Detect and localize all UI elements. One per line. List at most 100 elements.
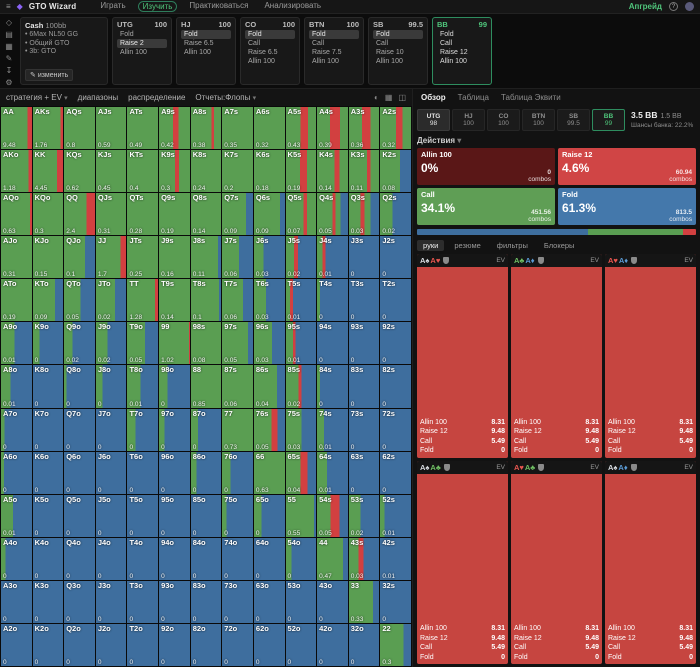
action-option-allin-100[interactable]: Allin 100: [184, 49, 211, 56]
hand-cell-Q8o[interactable]: Q8o 0: [64, 365, 95, 408]
hand-cell-95s[interactable]: 95s 0.01: [285, 322, 317, 365]
hand-cell-J3s[interactable]: J3s 0: [348, 236, 380, 279]
matrix-toolbar-item-1[interactable]: диапазоны: [77, 93, 119, 102]
hand-cell-T5s[interactable]: T5s 0.01: [285, 279, 317, 322]
action-option-allin-100[interactable]: Allin 100: [248, 58, 275, 65]
hand-cell-J9o[interactable]: J9o 0.02: [95, 322, 127, 365]
hand-cell-98s[interactable]: 98s 0.08: [190, 322, 222, 365]
hand-cell-Q4s[interactable]: Q4s 0.05: [317, 193, 348, 236]
hand-cell-85o[interactable]: 85o 0: [190, 494, 222, 537]
hand-cell-63o[interactable]: 63o 0: [253, 580, 285, 623]
hand-cell-Q5s[interactable]: Q5s 0.07: [285, 193, 317, 236]
hand-cell-75o[interactable]: 75o 0: [222, 494, 253, 537]
action-option-raise-6-5[interactable]: Raise 6.5: [248, 49, 278, 56]
hand-cell-64s[interactable]: 64s 0.01: [317, 451, 348, 494]
grid-icon[interactable]: ▦: [5, 42, 13, 51]
hand-cell-93s[interactable]: 93s 0: [348, 322, 380, 365]
hand-cell-76o[interactable]: 76o 0: [222, 451, 253, 494]
hand-cell-54s[interactable]: 54s 0.05: [317, 494, 348, 537]
settings-icon[interactable]: ⚙: [5, 78, 13, 87]
hand-cell-85s[interactable]: 85s 0.02: [285, 365, 317, 408]
hand-cell-J5o[interactable]: J5o 0: [95, 494, 127, 537]
hand-cell-53o[interactable]: 53o 0: [285, 580, 317, 623]
hand-cell-64o[interactable]: 64o 0: [253, 537, 285, 580]
action-option-raise-7-5[interactable]: Raise 7.5: [312, 49, 342, 56]
hand-cell-J6o[interactable]: J6o 0: [95, 451, 127, 494]
hand-cell-42s[interactable]: 42s 0.01: [380, 537, 411, 580]
action-option-fold[interactable]: Fold: [373, 30, 423, 39]
actions-header[interactable]: Действия ▾: [417, 136, 462, 145]
hand-cell-J8o[interactable]: J8o 0: [95, 365, 127, 408]
hand-cell-KJo[interactable]: KJo 0.15: [32, 236, 64, 279]
hand-cell-A6o[interactable]: A6o 0: [1, 451, 32, 494]
action-option-raise-6-5[interactable]: Raise 6.5: [184, 40, 214, 47]
hand-cell-J2o[interactable]: J2o 0: [95, 623, 127, 666]
hand-cell-72s[interactable]: 72s 0: [380, 408, 411, 451]
hand-cell-Q6s[interactable]: Q6s 0.09: [253, 193, 285, 236]
hand-cell-A3s[interactable]: A3s 0.36: [348, 107, 380, 150]
hand-cell-K2s[interactable]: K2s 0.08: [380, 150, 411, 193]
upgrade-button[interactable]: Апгрейд: [628, 2, 662, 11]
edit-button[interactable]: ✎ изменить: [25, 69, 74, 81]
hand-cell-J8s[interactable]: J8s 0.11: [190, 236, 222, 279]
hand-cell-T7o[interactable]: T7o 0: [127, 408, 159, 451]
action-option-call[interactable]: Call: [440, 40, 453, 47]
hand-cell-75s[interactable]: 75s 0.03: [285, 408, 317, 451]
hand-cell-93o[interactable]: 93o 0: [159, 580, 190, 623]
action-option-call[interactable]: Call: [248, 40, 261, 47]
action-option-raise-2[interactable]: Raise 2: [117, 39, 167, 48]
hand-cell-K5o[interactable]: K5o 0: [32, 494, 64, 537]
hand-cell-55[interactable]: 55 0.55: [285, 494, 317, 537]
hand-cell-T6o[interactable]: T6o 0: [127, 451, 159, 494]
hand-cell-J2s[interactable]: J2s 0: [380, 236, 411, 279]
hand-combo-card-2[interactable]: A♥ A♦ EV Allin 100 8.31 Raise 12 9.48 Call 5.49 F…: [605, 254, 696, 458]
hand-cell-77[interactable]: 77 0.73: [222, 408, 253, 451]
matrix-toolbar-item-2[interactable]: распределение: [128, 93, 186, 102]
hand-cell-J5s[interactable]: J5s 0.02: [285, 236, 317, 279]
strip-position-co[interactable]: CO 100: [487, 109, 520, 131]
action-option-fold[interactable]: Fold: [309, 30, 359, 39]
hand-cell-T2o[interactable]: T2o 0: [127, 623, 159, 666]
hand-cell-K3s[interactable]: K3s 0.11: [348, 150, 380, 193]
hand-tab-2[interactable]: фильтры: [496, 241, 528, 250]
action-option-allin-100[interactable]: Allin 100: [312, 58, 339, 65]
hand-cell-QTs[interactable]: QTs 0.28: [127, 193, 159, 236]
matrix-toolbar-item-0[interactable]: стратегия + EV ▾: [6, 93, 68, 102]
hand-cell-97o[interactable]: 97o 0: [159, 408, 190, 451]
hand-cell-Q4o[interactable]: Q4o 0: [64, 537, 95, 580]
hand-combo-card-3[interactable]: A♠ A♣ EV Allin 100 8.31 Raise 12 9.48 Call 5.49 F…: [417, 460, 508, 664]
hand-cell-A7s[interactable]: A7s 0.35: [222, 107, 253, 150]
hand-cell-Q2o[interactable]: Q2o 0: [64, 623, 95, 666]
hand-cell-T5o[interactable]: T5o 0: [127, 494, 159, 537]
strip-position-btn[interactable]: BTN 100: [522, 109, 555, 131]
hand-cell-82s[interactable]: 82s 0: [380, 365, 411, 408]
hand-cell-33[interactable]: 33 0.33: [348, 580, 380, 623]
hand-combo-card-0[interactable]: A♠ A♥ EV Allin 100 8.31 Raise 12 9.48 Call 5.49 F…: [417, 254, 508, 458]
hand-cell-76s[interactable]: 76s 0.05: [253, 408, 285, 451]
hand-cell-A5o[interactable]: A5o 0.01: [1, 494, 32, 537]
hand-cell-AKo[interactable]: AKo 1.18: [1, 150, 32, 193]
hand-cell-JJ[interactable]: JJ 1.7: [95, 236, 127, 279]
hand-cell-22[interactable]: 22 0.3: [380, 623, 411, 666]
hand-cell-T8s[interactable]: T8s 0.1: [190, 279, 222, 322]
hand-cell-ATs[interactable]: ATs 0.49: [127, 107, 159, 150]
hand-cell-AA[interactable]: AA 9.48: [1, 107, 32, 150]
hand-cell-97s[interactable]: 97s 0.05: [222, 322, 253, 365]
hand-cell-73s[interactable]: 73s 0: [348, 408, 380, 451]
hand-cell-83o[interactable]: 83o 0: [190, 580, 222, 623]
action-tile-allin[interactable]: Allin 100 0% 0 combos: [417, 148, 555, 185]
matrix-toolbar-item-3[interactable]: Отчеты:Флопы ▾: [195, 93, 257, 102]
bookmark-icon[interactable]: ◇: [5, 18, 13, 27]
hand-cell-A8o[interactable]: A8o 0.01: [1, 365, 32, 408]
action-option-call[interactable]: Call: [312, 40, 325, 47]
hand-cell-Q9o[interactable]: Q9o 0.02: [64, 322, 95, 365]
hand-cell-J3o[interactable]: J3o 0: [95, 580, 127, 623]
hand-cell-44[interactable]: 44 0.47: [317, 537, 348, 580]
action-option-raise-12[interactable]: Raise 12: [440, 49, 468, 56]
hand-cell-Q3o[interactable]: Q3o 0: [64, 580, 95, 623]
hand-cell-87s[interactable]: 87s 0.06: [222, 365, 253, 408]
hand-cell-98o[interactable]: 98o 0: [159, 365, 190, 408]
action-option-fold[interactable]: Fold: [245, 30, 295, 39]
app-logo[interactable]: GTO Wizard: [28, 2, 77, 11]
hand-cell-KTs[interactable]: KTs 0.4: [127, 150, 159, 193]
